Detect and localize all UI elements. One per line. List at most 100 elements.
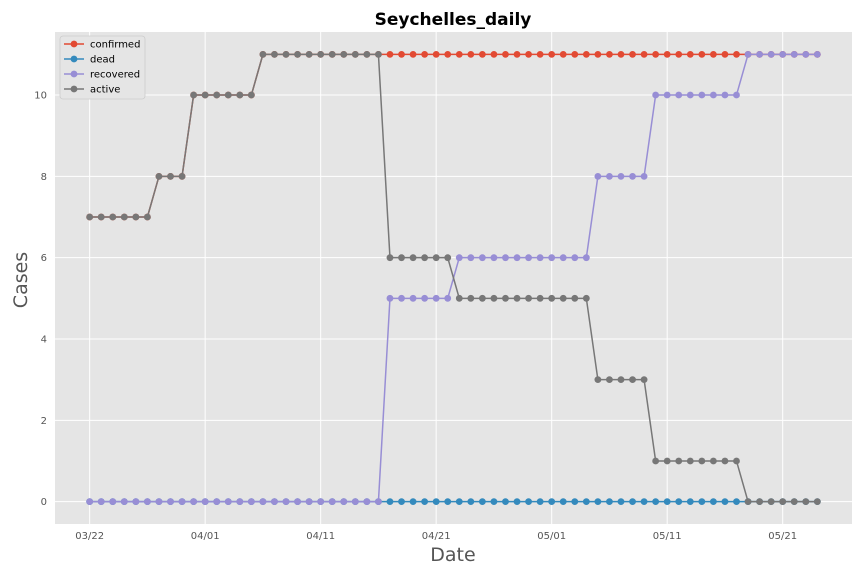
data-point-active — [144, 213, 151, 221]
data-point-active — [698, 457, 706, 465]
data-point-recovered — [744, 50, 752, 58]
data-point-recovered — [698, 91, 706, 99]
data-point-recovered — [178, 498, 186, 506]
data-point-active — [328, 50, 336, 58]
data-point-recovered — [721, 91, 729, 99]
data-point-dead — [409, 498, 417, 506]
data-point-recovered — [606, 172, 613, 180]
data-point-dead — [421, 498, 429, 506]
data-point-recovered — [640, 172, 648, 180]
data-point-confirmed — [594, 50, 602, 58]
data-point-recovered — [444, 294, 452, 302]
data-point-active — [97, 213, 105, 221]
data-point-confirmed — [409, 50, 417, 58]
data-point-active — [120, 213, 128, 221]
data-point-confirmed — [675, 50, 683, 58]
data-point-dead — [478, 498, 486, 506]
x-axis-label: Date — [430, 544, 475, 566]
y-tick-label: 2 — [41, 416, 47, 427]
data-point-recovered — [455, 254, 463, 262]
data-point-recovered — [663, 91, 671, 99]
data-point-confirmed — [478, 50, 486, 58]
data-point-dead — [455, 498, 463, 506]
data-point-recovered — [190, 498, 198, 506]
data-point-recovered — [109, 498, 117, 506]
data-point-confirmed — [709, 50, 717, 58]
data-point-confirmed — [421, 50, 429, 58]
data-point-active — [582, 294, 590, 302]
data-point-active — [733, 457, 740, 465]
x-tick-label: 05/11 — [653, 531, 682, 542]
data-point-active — [305, 50, 313, 58]
data-point-active — [455, 294, 463, 302]
data-point-dead — [571, 498, 579, 506]
data-point-confirmed — [733, 50, 740, 58]
data-point-dead — [536, 498, 544, 506]
data-point-active — [709, 457, 717, 465]
data-point-recovered — [709, 91, 717, 99]
legend-label-dead: dead — [90, 55, 115, 66]
data-point-confirmed — [536, 50, 544, 58]
legend-box — [59, 35, 146, 100]
data-point-active — [167, 172, 174, 180]
y-tick-label: 0 — [41, 497, 47, 508]
data-point-dead — [594, 498, 602, 506]
data-point-active — [779, 498, 787, 506]
data-point-active — [663, 457, 671, 465]
data-point-confirmed — [571, 50, 579, 58]
data-point-recovered — [409, 294, 417, 302]
data-point-confirmed — [548, 50, 556, 58]
x-tick-label: 05/01 — [537, 531, 566, 542]
data-point-active — [398, 254, 405, 262]
data-point-recovered — [582, 254, 590, 262]
data-point-recovered — [294, 498, 301, 506]
data-point-recovered — [328, 498, 336, 506]
data-point-active — [617, 376, 625, 384]
data-point-active — [548, 294, 556, 302]
data-point-active — [432, 254, 440, 262]
data-point-recovered — [351, 498, 359, 506]
data-point-active — [294, 50, 301, 58]
data-point-confirmed — [467, 50, 475, 58]
x-tick-label: 04/01 — [191, 531, 220, 542]
data-point-dead — [502, 498, 509, 506]
data-point-recovered — [167, 498, 174, 506]
data-point-active — [571, 294, 579, 302]
data-point-dead — [398, 498, 405, 506]
data-point-recovered — [201, 498, 209, 506]
data-point-dead — [721, 498, 729, 506]
data-point-confirmed — [386, 50, 394, 58]
y-tick-label: 6 — [41, 253, 47, 264]
data-point-dead — [675, 498, 683, 506]
data-point-active — [271, 50, 278, 58]
legend-label-active: active — [90, 85, 120, 96]
data-point-active — [536, 294, 544, 302]
data-point-active — [744, 498, 752, 506]
legend-items: confirmed dead recovered active — [64, 40, 140, 96]
data-point-recovered — [502, 254, 509, 262]
data-point-confirmed — [525, 50, 532, 58]
data-point-dead — [582, 498, 590, 506]
data-point-recovered — [559, 254, 567, 262]
data-point-confirmed — [455, 50, 463, 58]
data-point-confirmed — [721, 50, 729, 58]
data-point-active — [155, 172, 163, 180]
data-point-recovered — [790, 50, 798, 58]
x-tick-label: 03/22 — [75, 531, 104, 542]
tick-layer: 03/22 04/01 04/11 04/21 05/01 05/11 05/21 0 2 4 6 8… — [34, 91, 797, 542]
data-point-recovered — [652, 91, 660, 99]
data-point-recovered — [756, 50, 763, 58]
data-point-recovered — [86, 498, 94, 506]
legend-marker-active — [70, 85, 78, 93]
data-point-dead — [513, 498, 521, 506]
data-point-recovered — [282, 498, 290, 506]
data-point-active — [132, 213, 140, 221]
data-point-recovered — [617, 172, 625, 180]
data-point-confirmed — [686, 50, 694, 58]
data-point-active — [213, 91, 221, 99]
data-point-confirmed — [606, 50, 613, 58]
data-point-recovered — [548, 254, 556, 262]
data-point-active — [86, 213, 94, 221]
x-tick-label: 04/21 — [422, 531, 451, 542]
data-point-recovered — [421, 294, 429, 302]
